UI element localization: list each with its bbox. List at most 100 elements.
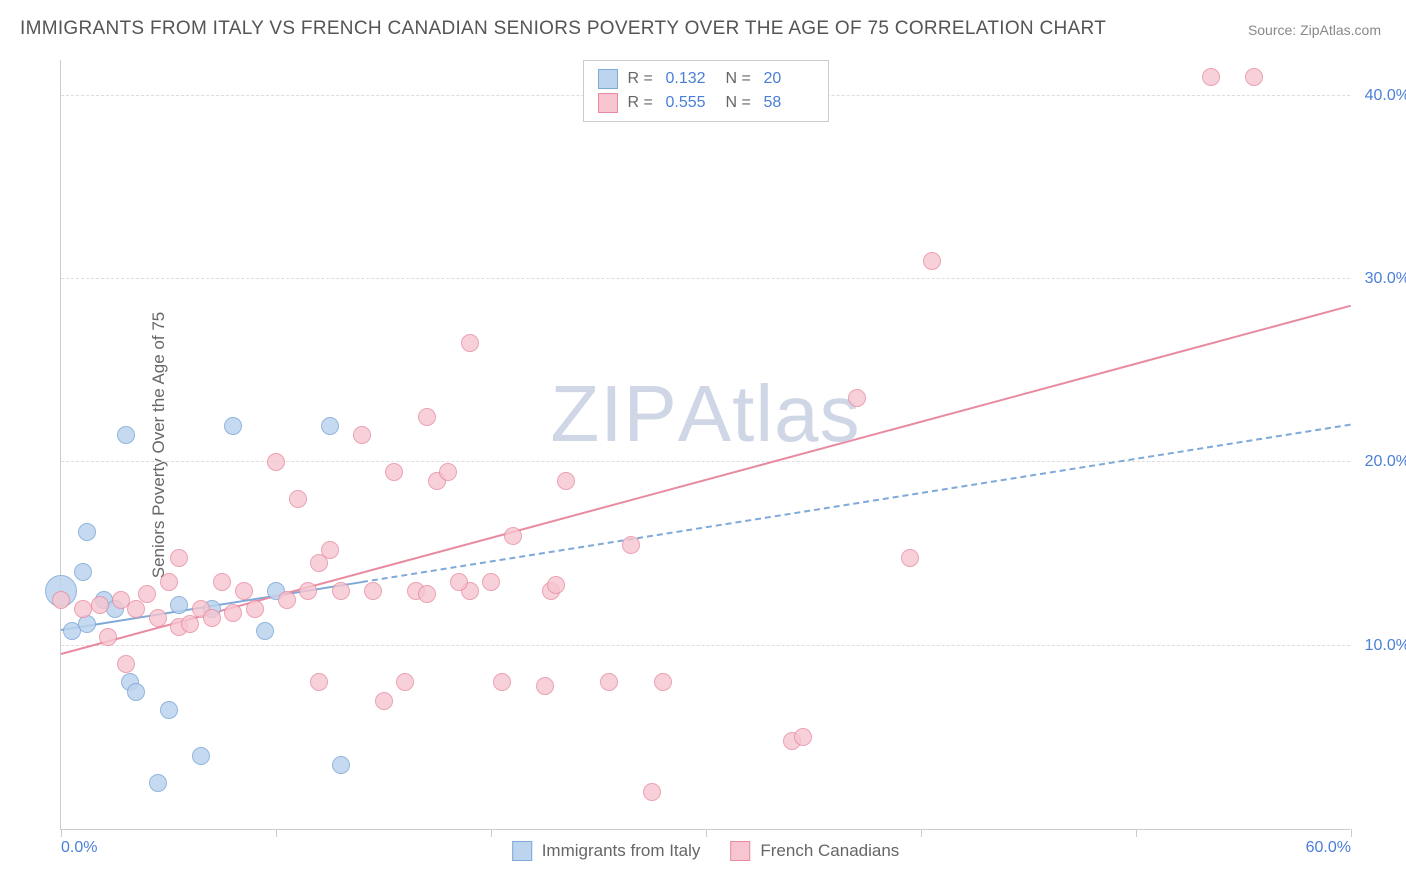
data-point xyxy=(482,573,500,591)
data-point xyxy=(654,673,672,691)
gridline xyxy=(61,461,1350,462)
legend-row-french: R = 0.555 N = 58 xyxy=(598,91,814,115)
data-point xyxy=(364,582,382,600)
trend-line-dashed xyxy=(362,424,1351,583)
plot-area: Seniors Poverty Over the Age of 75 ZIPAt… xyxy=(60,60,1350,830)
data-point xyxy=(600,673,618,691)
y-axis-label: Seniors Poverty Over the Age of 75 xyxy=(149,311,169,577)
data-point xyxy=(353,426,371,444)
data-point xyxy=(901,549,919,567)
x-tick xyxy=(1351,829,1352,837)
data-point xyxy=(224,417,242,435)
watermark: ZIPAtlas xyxy=(550,368,860,460)
data-point xyxy=(52,591,70,609)
data-point xyxy=(235,582,253,600)
data-point xyxy=(1202,68,1220,86)
correlation-legend: R = 0.132 N = 20 R = 0.555 N = 58 xyxy=(583,60,829,122)
data-point xyxy=(332,756,350,774)
data-point xyxy=(547,576,565,594)
chart-title: IMMIGRANTS FROM ITALY VS FRENCH CANADIAN… xyxy=(20,18,1106,40)
data-point xyxy=(439,463,457,481)
swatch-french xyxy=(598,93,618,113)
x-tick-label: 60.0% xyxy=(1306,839,1351,857)
y-tick-label: 10.0% xyxy=(1365,637,1406,655)
data-point xyxy=(256,622,274,640)
data-point xyxy=(321,541,339,559)
data-point xyxy=(127,683,145,701)
data-point xyxy=(99,628,117,646)
data-point xyxy=(794,728,812,746)
data-point xyxy=(396,673,414,691)
data-point xyxy=(91,596,109,614)
data-point xyxy=(160,573,178,591)
data-point xyxy=(461,334,479,352)
series-legend: Immigrants from Italy French Canadians xyxy=(512,841,900,861)
data-point xyxy=(74,600,92,618)
data-point xyxy=(224,604,242,622)
data-point xyxy=(192,747,210,765)
data-point xyxy=(557,472,575,490)
x-tick xyxy=(491,829,492,837)
data-point xyxy=(418,408,436,426)
y-tick-label: 20.0% xyxy=(1365,453,1406,471)
data-point xyxy=(213,573,231,591)
data-point xyxy=(127,600,145,618)
gridline xyxy=(61,645,1350,646)
n-label: N = xyxy=(726,94,754,112)
x-tick xyxy=(921,829,922,837)
r-label: R = xyxy=(628,94,656,112)
data-point xyxy=(246,600,264,618)
gridline xyxy=(61,278,1350,279)
data-point xyxy=(332,582,350,600)
data-point xyxy=(278,591,296,609)
n-label: N = xyxy=(726,70,754,88)
data-point xyxy=(138,585,156,603)
swatch-italy xyxy=(512,841,532,861)
data-point xyxy=(74,563,92,581)
series-name: French Canadians xyxy=(760,841,899,861)
data-point xyxy=(536,677,554,695)
data-point xyxy=(418,585,436,603)
data-point xyxy=(321,417,339,435)
watermark-part-a: ZIP xyxy=(550,369,677,458)
swatch-italy xyxy=(598,69,618,89)
data-point xyxy=(181,615,199,633)
data-point xyxy=(299,582,317,600)
x-tick xyxy=(706,829,707,837)
legend-item-french: French Canadians xyxy=(730,841,899,861)
data-point xyxy=(160,701,178,719)
r-value: 0.555 xyxy=(666,94,716,112)
x-tick-label: 0.0% xyxy=(61,839,97,857)
n-value: 58 xyxy=(764,94,814,112)
source-attribution: Source: ZipAtlas.com xyxy=(1248,22,1381,38)
legend-item-italy: Immigrants from Italy xyxy=(512,841,701,861)
data-point xyxy=(622,536,640,554)
y-tick-label: 30.0% xyxy=(1365,270,1406,288)
data-point xyxy=(78,523,96,541)
data-point xyxy=(1245,68,1263,86)
data-point xyxy=(493,673,511,691)
data-point xyxy=(375,692,393,710)
data-point xyxy=(149,774,167,792)
x-tick xyxy=(61,829,62,837)
legend-row-italy: R = 0.132 N = 20 xyxy=(598,67,814,91)
x-tick xyxy=(276,829,277,837)
data-point xyxy=(310,673,328,691)
data-point xyxy=(149,609,167,627)
data-point xyxy=(450,573,468,591)
data-point xyxy=(117,655,135,673)
y-tick-label: 40.0% xyxy=(1365,87,1406,105)
r-label: R = xyxy=(628,70,656,88)
r-value: 0.132 xyxy=(666,70,716,88)
data-point xyxy=(267,453,285,471)
swatch-french xyxy=(730,841,750,861)
data-point xyxy=(289,490,307,508)
x-tick xyxy=(1136,829,1137,837)
n-value: 20 xyxy=(764,70,814,88)
data-point xyxy=(385,463,403,481)
series-name: Immigrants from Italy xyxy=(542,841,701,861)
data-point xyxy=(848,389,866,407)
data-point xyxy=(504,527,522,545)
data-point xyxy=(923,252,941,270)
data-point xyxy=(643,783,661,801)
